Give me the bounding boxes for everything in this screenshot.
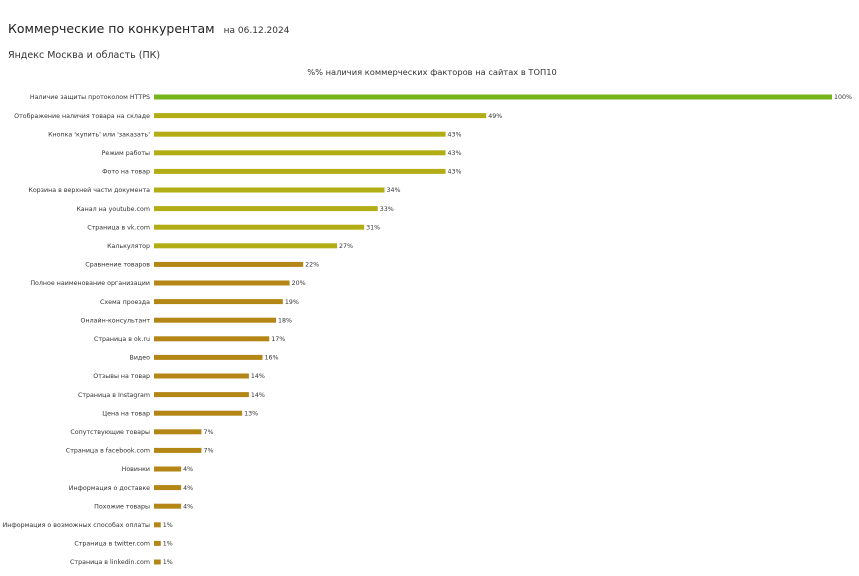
category-label: Страница в linkedin.com: [70, 559, 150, 566]
bar: [154, 354, 263, 360]
bar: [154, 392, 249, 398]
bar: [154, 187, 385, 193]
value-label: 1%: [163, 541, 173, 548]
report-date: на 06.12.2024: [223, 26, 290, 36]
category-label: Схема проезда: [100, 299, 150, 306]
category-label: Кнопка 'купить' или 'заказать': [48, 131, 150, 138]
category-label: Страница в ok.ru: [94, 336, 150, 343]
bar: [154, 429, 202, 435]
bar: [154, 131, 446, 137]
value-label: 16%: [264, 355, 278, 362]
chart-title: %% наличия коммерческих факторов на сайт…: [307, 67, 557, 77]
value-label: 1%: [163, 522, 173, 529]
value-label: 34%: [387, 187, 401, 194]
category-label: Режим работы: [102, 149, 150, 157]
value-label: 7%: [203, 429, 213, 436]
category-label: Цена на товар: [102, 410, 150, 417]
bar: [154, 373, 249, 379]
value-label: 4%: [183, 503, 193, 510]
bar: [154, 113, 487, 119]
category-label: Похожие товары: [94, 503, 150, 510]
value-label: 4%: [183, 466, 193, 473]
category-label: Информация о возможных способах оплаты: [3, 521, 150, 529]
category-label: Новинки: [122, 466, 150, 473]
value-label: 43%: [448, 131, 462, 138]
bar: [154, 336, 270, 342]
category-label: Сопутствующие товары: [70, 429, 150, 436]
value-label: 33%: [380, 206, 394, 213]
category-label: Фото на товар: [102, 169, 150, 176]
value-label: 4%: [183, 485, 193, 492]
category-label: Страница в twitter.com: [74, 541, 150, 548]
category-label: Калькулятор: [107, 243, 150, 250]
category-label: Отзывы на товар: [93, 373, 150, 380]
bar: [154, 94, 832, 100]
value-label: 49%: [488, 113, 502, 120]
bar: [154, 466, 182, 472]
category-label: Наличие защиты протоколом HTTPS: [30, 94, 150, 101]
bar: [154, 299, 283, 305]
report-header: Коммерческие по конкурентам на 06.12.202…: [8, 18, 289, 37]
value-label: 22%: [305, 262, 319, 269]
region-label: Яндекс Москва и область (ПК): [8, 50, 161, 61]
value-label: 17%: [271, 336, 285, 343]
category-label: Корзина в верхней части документа: [28, 186, 150, 194]
bars-group: Наличие защиты протоколом HTTPS 100% Отобр…: [3, 94, 852, 566]
value-label: 20%: [292, 280, 306, 287]
value-label: 1%: [163, 559, 173, 566]
category-label: Полное наименование организации: [30, 280, 150, 287]
category-label: Страница в Instagram: [78, 392, 150, 399]
category-label: Отображение наличия товара на складе: [14, 112, 150, 120]
bar: [154, 261, 304, 267]
category-label: Видео: [130, 355, 151, 362]
value-label: 31%: [366, 224, 380, 231]
value-label: 14%: [251, 392, 265, 399]
bar: [154, 540, 161, 546]
value-label: 43%: [448, 150, 462, 157]
bar: [154, 168, 446, 174]
category-label: Сравнение товаров: [85, 262, 150, 269]
bar: [154, 559, 161, 565]
category-label: Страница в vk.com: [87, 224, 150, 231]
category-label: Онлайн-консультант: [81, 316, 151, 324]
category-label: Информация о доставке: [69, 485, 150, 492]
value-label: 43%: [448, 169, 462, 176]
bar: [154, 280, 290, 286]
bar: [154, 317, 277, 323]
value-label: 13%: [244, 410, 258, 417]
value-label: 18%: [278, 317, 292, 324]
bar: [154, 224, 365, 230]
value-label: 19%: [285, 299, 299, 306]
bar: [154, 150, 446, 156]
value-label: 27%: [339, 243, 353, 250]
category-label: Страница в facebook.com: [66, 448, 150, 455]
page-title: Коммерческие по конкурентам: [8, 21, 215, 36]
bar: [154, 485, 182, 491]
category-label: Канал на youtube.com: [76, 206, 150, 213]
bar: [154, 410, 243, 416]
value-label: 14%: [251, 373, 265, 380]
bar: [154, 206, 378, 212]
bar: [154, 447, 202, 453]
value-label: 100%: [834, 94, 852, 101]
value-label: 7%: [203, 448, 213, 455]
bar: [154, 243, 338, 249]
bar: [154, 522, 161, 528]
bar: [154, 503, 182, 509]
